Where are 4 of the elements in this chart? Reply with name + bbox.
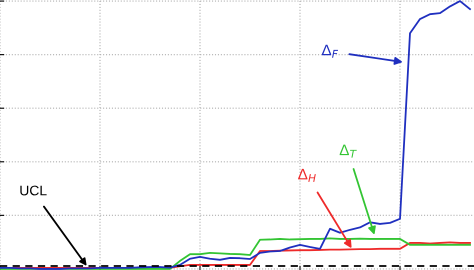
ref-line-label: UCL bbox=[20, 186, 47, 196]
annotation: Δ$_{H}$ bbox=[298, 168, 316, 182]
annotation: Δ$_{T}$ bbox=[340, 144, 357, 158]
annotation: Δ$_{F}$ bbox=[322, 44, 338, 58]
